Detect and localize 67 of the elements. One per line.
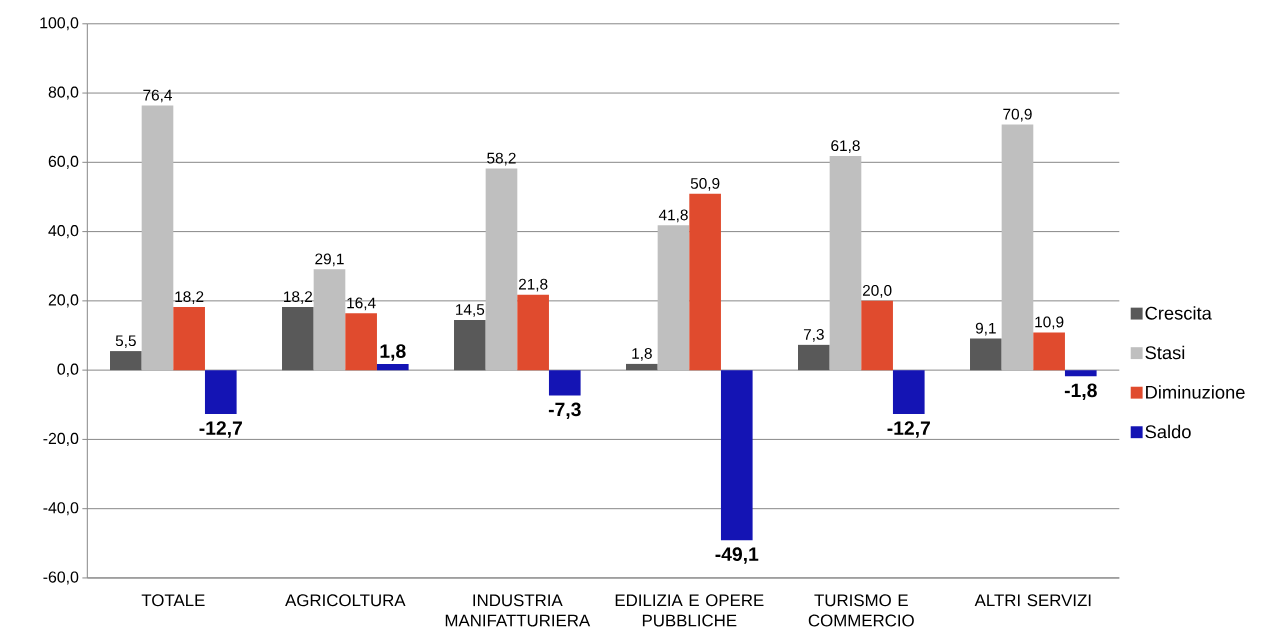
data-label: 29,1 [315, 253, 344, 266]
bar [454, 319, 486, 370]
bar [626, 363, 658, 370]
data-label: 10,9 [1035, 316, 1064, 330]
x-tick-label: EDILIZIA E OPERE PUBBLICHE [615, 594, 764, 627]
bar [548, 369, 581, 396]
y-tick-label: -60,0 [43, 571, 79, 585]
legend-label: Crescita [1145, 306, 1212, 320]
bar [720, 369, 753, 541]
data-label: 76,4 [143, 89, 172, 103]
data-label: 18,2 [284, 291, 313, 304]
bar [1001, 124, 1034, 370]
data-label: 20,0 [862, 284, 892, 298]
data-label: 9,1 [975, 322, 996, 336]
y-tick-label: 100,0 [40, 17, 79, 31]
legend-label: Stasi [1145, 345, 1185, 360]
bar [657, 225, 690, 370]
data-label: -7,3 [548, 402, 581, 419]
bar [861, 300, 893, 370]
data-label: 7,3 [803, 328, 824, 342]
bar [970, 338, 1002, 370]
bar [345, 313, 377, 370]
y-tick-label: 80,0 [48, 86, 79, 100]
legend-label: Saldo [1145, 424, 1191, 439]
data-label: 70,9 [1003, 108, 1032, 122]
data-label: 50,9 [690, 177, 720, 191]
y-tick-label: -20,0 [43, 432, 79, 446]
bar [313, 269, 346, 370]
bar [141, 105, 174, 370]
x-tick-label: INDUSTRIA MANIFATTURIERA [445, 594, 591, 627]
y-tick-label: 40,0 [48, 224, 79, 238]
bar [798, 344, 830, 370]
data-label: -12,7 [199, 421, 242, 438]
bar [173, 306, 205, 370]
y-tick-label: -40,0 [43, 501, 79, 516]
data-label: 14,5 [456, 304, 485, 317]
data-label: 41,8 [658, 209, 688, 222]
data-label: 58,2 [487, 152, 516, 166]
data-label: 21,8 [518, 278, 548, 292]
x-tick-label: TURISMO E COMMERCIO [808, 594, 914, 627]
data-label: -1,8 [1064, 383, 1097, 400]
data-label: 61,8 [831, 140, 860, 153]
bar [485, 168, 518, 370]
bar [376, 363, 409, 370]
bar [110, 350, 142, 370]
data-label: 16,4 [347, 297, 376, 310]
x-tick-label: TOTALE [141, 594, 205, 607]
bar [1064, 369, 1097, 377]
bar [1033, 332, 1065, 370]
bar [689, 193, 721, 370]
y-tick-label: 0,0 [57, 363, 79, 377]
bar [282, 306, 314, 370]
bar [517, 294, 549, 370]
data-label: -49,1 [715, 547, 759, 564]
data-label: 1,8 [632, 347, 652, 361]
y-tick-label: 60,0 [48, 155, 79, 169]
bar [829, 155, 862, 370]
y-tick-label: 20,0 [48, 294, 79, 308]
x-tick-label: ALTRI SERVIZI [974, 594, 1091, 607]
bar [892, 369, 925, 414]
legend-label: Diminuzione [1146, 385, 1245, 399]
data-label: -12,7 [887, 421, 930, 438]
data-label: 18,2 [175, 291, 204, 304]
data-label: 1,8 [380, 344, 406, 361]
x-tick-label: AGRICOLTURA [285, 594, 406, 607]
bar [204, 369, 237, 414]
data-label: 5,5 [115, 335, 136, 348]
